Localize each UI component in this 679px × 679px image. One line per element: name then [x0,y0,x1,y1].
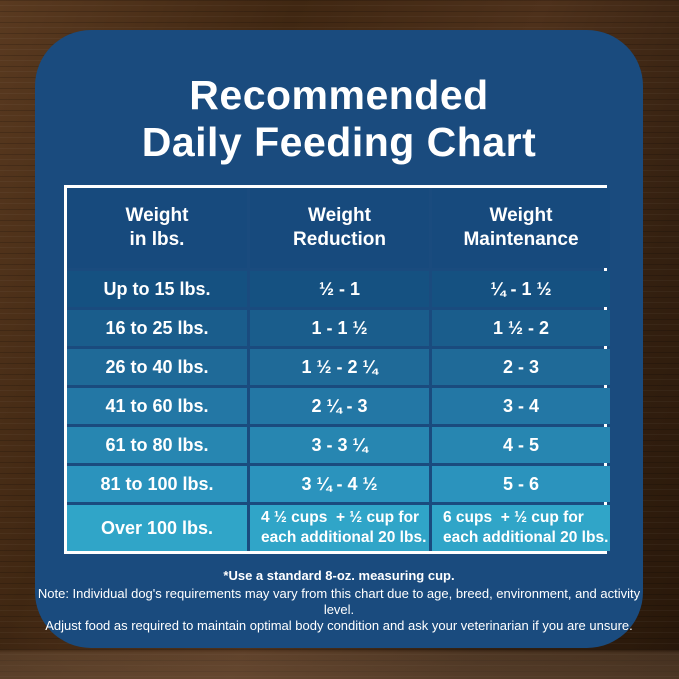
weight-cell: Over 100 lbs. [67,505,247,551]
maintenance-cell: 2 - 3 [432,349,610,385]
reduction-cell: 3 - 3 ¼ [250,427,429,463]
weight-cell: 26 to 40 lbs. [67,349,247,385]
maintenance-cell: 4 - 5 [432,427,610,463]
measuring-cup-note: *Use a standard 8-oz. measuring cup. [223,568,455,583]
title-line-1: Recommended [189,72,489,118]
reduction-cell: 2 ¼ - 3 [250,388,429,424]
feeding-table: Weight in lbs. Weight Reduction Weight M… [64,185,610,554]
maintenance-cell: 3 - 4 [432,388,610,424]
header-line: in lbs. [129,229,185,250]
cell-line: 6 cups + ½ cup for [443,509,584,526]
maintenance-cell: ¼ - 1 ½ [432,271,610,307]
cell-line: 4 ½ cups + ½ cup for [261,509,420,526]
title-line-2: Daily Feeding Chart [141,119,537,165]
maintenance-cell: 6 cups + ½ cup for each additional 20 lb… [432,505,610,551]
cell-line: each additional 20 lbs. [443,529,609,546]
weight-cell: 81 to 100 lbs. [67,466,247,502]
column-header-weight: Weight in lbs. [67,188,247,268]
header-line: Reduction [293,229,386,250]
maintenance-cell: 5 - 6 [432,466,610,502]
cell-line: each additional 20 lbs. [261,529,427,546]
page-title: Recommended Daily Feeding Chart [35,30,643,166]
maintenance-cell: 1 ½ - 2 [432,310,610,346]
weight-cell: 16 to 25 lbs. [67,310,247,346]
column-header-reduction: Weight Reduction [250,188,429,268]
header-line: Weight [308,205,371,226]
weight-cell: 41 to 60 lbs. [67,388,247,424]
footnotes: *Use a standard 8-oz. measuring cup. Not… [35,568,643,634]
reduction-cell: 3 ¼ - 4 ½ [250,466,429,502]
disclaimer-line-1: Note: Individual dog's requirements may … [37,586,641,617]
header-line: Weight [489,205,553,226]
header-line: Weight [125,205,189,226]
reduction-cell: 1 - 1 ½ [250,310,429,346]
weight-cell: 61 to 80 lbs. [67,427,247,463]
reduction-cell: 1 ½ - 2 ¼ [250,349,429,385]
feeding-chart-card: Recommended Daily Feeding Chart Weight i… [35,30,643,648]
header-line: Maintenance [463,229,579,250]
reduction-cell: 4 ½ cups + ½ cup for each additional 20 … [250,505,429,551]
weight-cell: Up to 15 lbs. [67,271,247,307]
disclaimer-line-2: Adjust food as required to maintain opti… [45,618,633,633]
reduction-cell: ½ - 1 [250,271,429,307]
column-header-maintenance: Weight Maintenance [432,188,610,268]
